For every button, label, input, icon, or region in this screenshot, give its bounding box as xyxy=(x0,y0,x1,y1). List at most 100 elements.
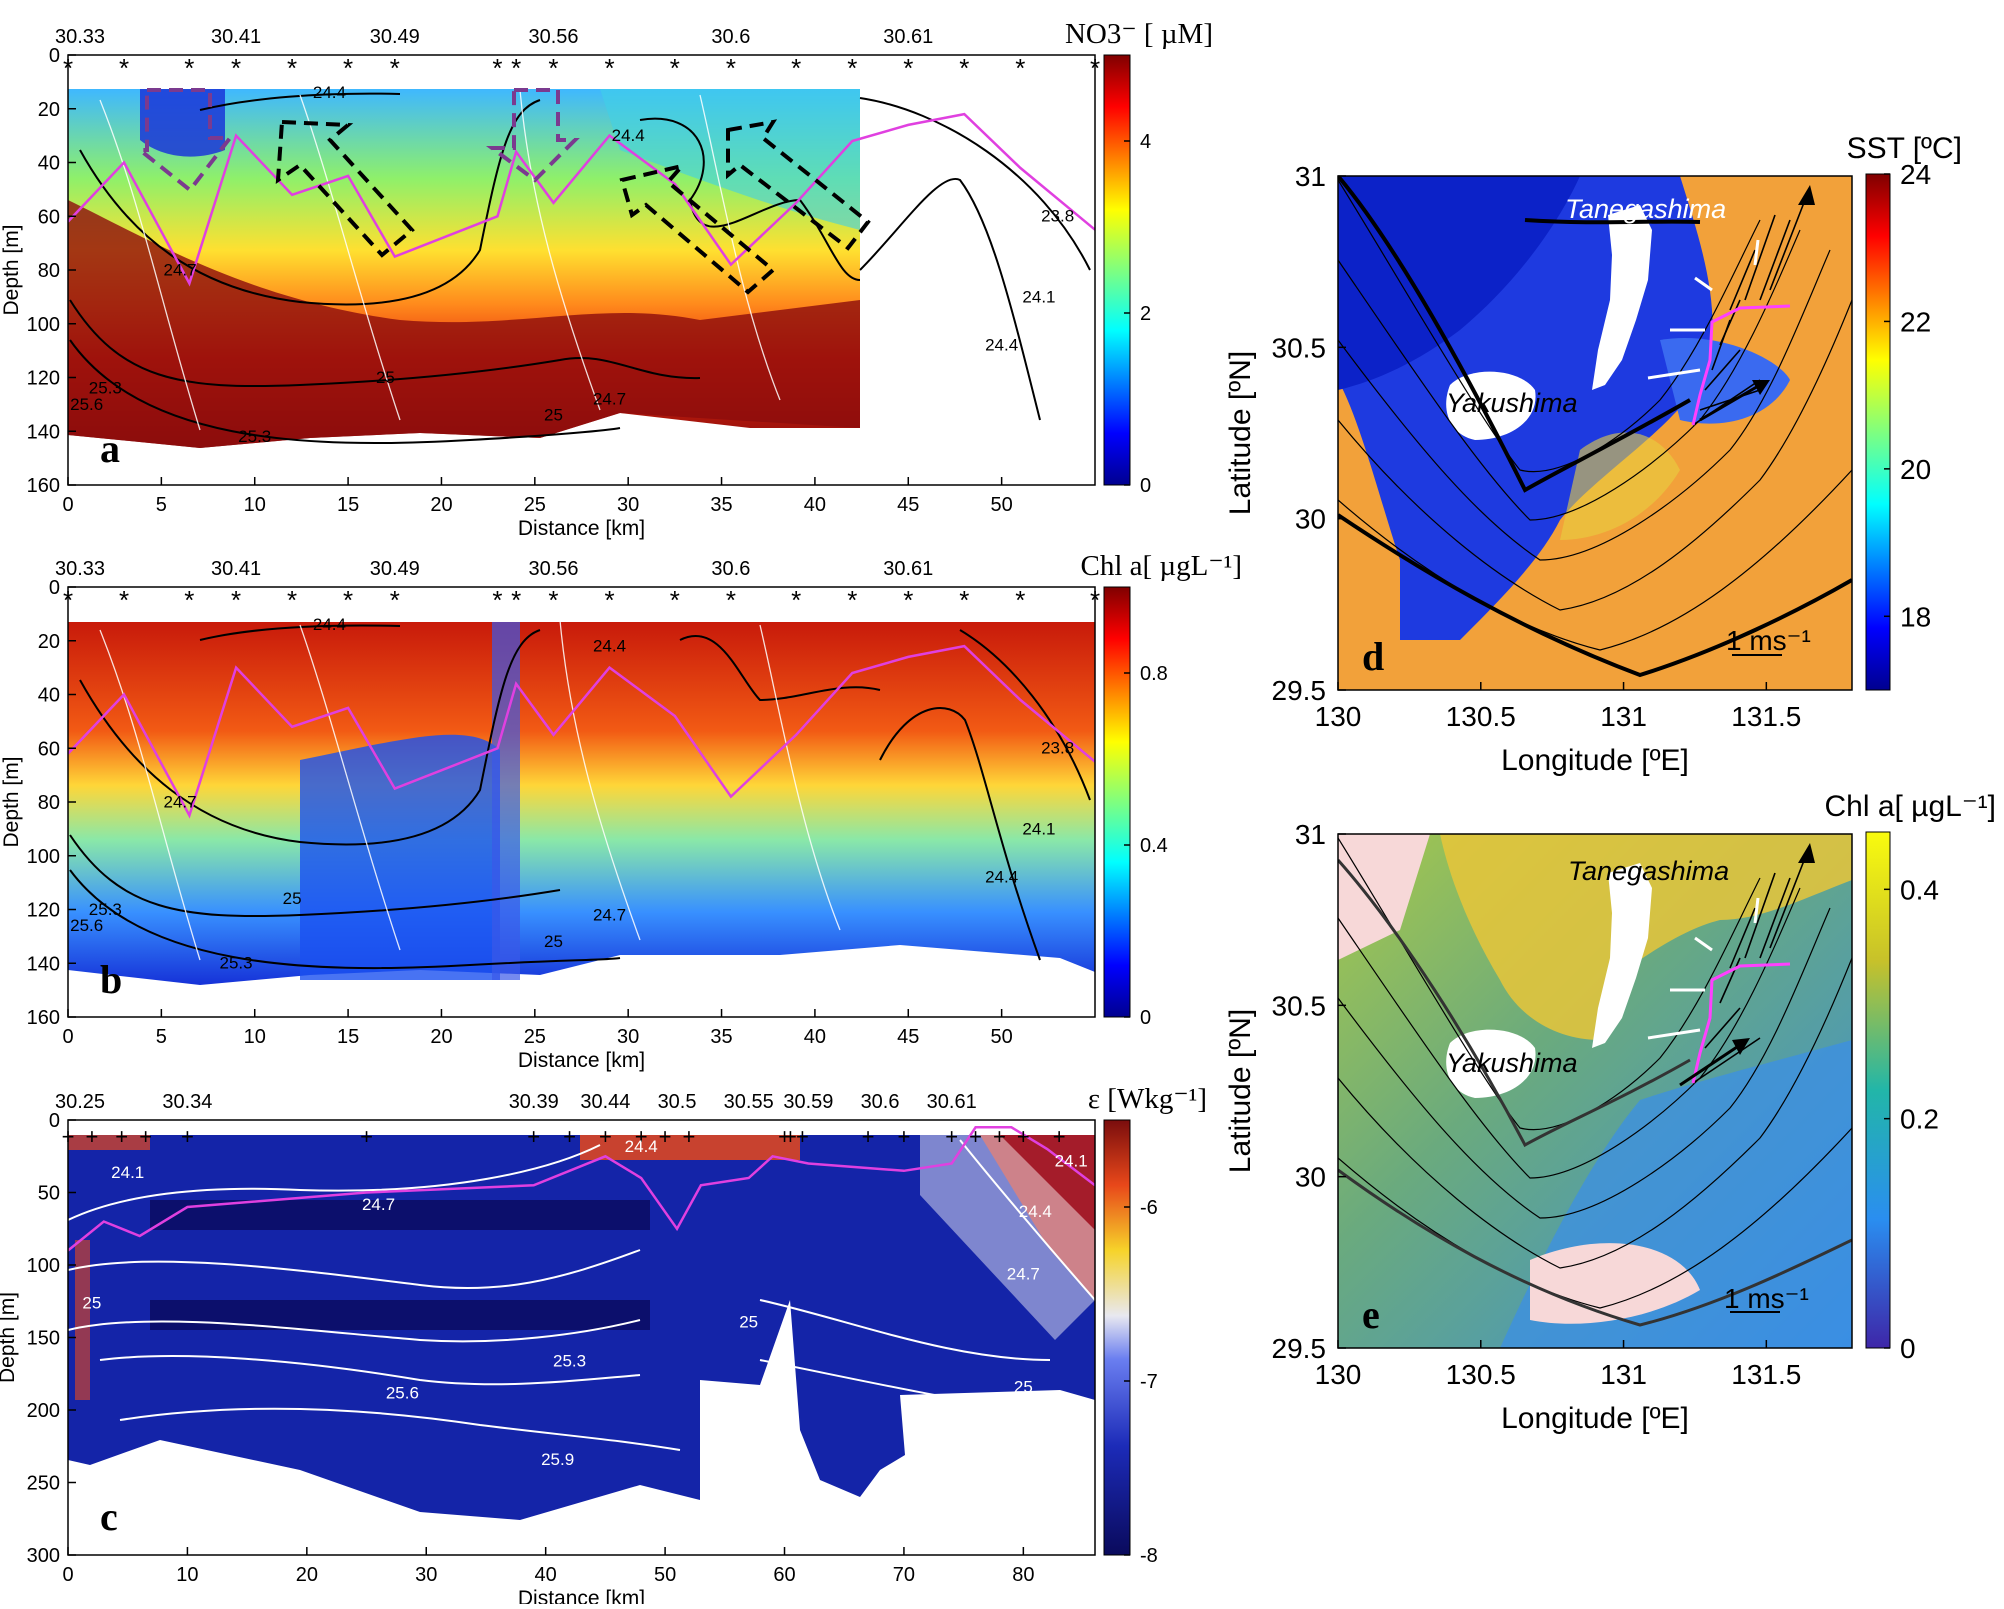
epsilon-dark-band xyxy=(150,1200,650,1230)
station-marker: * xyxy=(604,53,614,83)
station-marker: * xyxy=(548,53,558,83)
x-tick-label: 30 xyxy=(617,494,639,516)
station-marker: + xyxy=(945,1124,958,1149)
island-tanegashima xyxy=(1592,863,1652,1048)
cloud-mask xyxy=(1530,1243,1700,1324)
epsilon-dark-band xyxy=(150,1300,650,1330)
contour-label: 24.1 xyxy=(1055,1151,1088,1170)
station-marker: * xyxy=(670,53,680,83)
epsilon-hotspot xyxy=(980,1135,1095,1300)
y-tick-label: 140 xyxy=(27,953,60,975)
y-tick-label: 100 xyxy=(27,846,60,868)
panel-a-nitrate-section: 0 5 10 15 20 25 30 35 40 45 5002040608010012014016… xyxy=(0,18,1213,540)
colorbar-a xyxy=(1103,54,1131,486)
station-marker: * xyxy=(184,585,194,615)
station-marker: + xyxy=(993,1124,1006,1149)
y-tick-label: 0 xyxy=(49,1110,60,1132)
contour-label: 24.7 xyxy=(593,389,626,408)
colorbar-tick-label: 24 xyxy=(1900,159,1931,190)
contour-label: 25 xyxy=(544,406,563,425)
epsilon-hotspot xyxy=(75,1240,90,1400)
panel-a-letter: a xyxy=(100,426,120,471)
y-tick-label: 60 xyxy=(38,206,60,228)
latitude-label-top: 30.59 xyxy=(783,1091,833,1113)
station-marker: + xyxy=(181,1124,194,1149)
isopycnal-contour xyxy=(759,1359,1001,1406)
x-tick-label: 40 xyxy=(804,1026,826,1048)
y-tick-label: 80 xyxy=(38,260,60,282)
contour-label: 24.7 xyxy=(593,905,626,924)
contour-label: 25.3 xyxy=(220,954,253,973)
x-tick-label: 50 xyxy=(991,1026,1013,1048)
map-frame xyxy=(1337,175,1853,691)
chl-low-patch xyxy=(300,734,500,980)
contour-label: 24.7 xyxy=(163,260,196,279)
station-marker: * xyxy=(726,585,736,615)
current-streamline xyxy=(1338,469,1852,651)
latitude-label-top: 30.61 xyxy=(883,558,933,580)
y-tick-label: 120 xyxy=(27,368,60,390)
x-tick-label: 0 xyxy=(62,494,73,516)
x-tick-label: 131.5 xyxy=(1731,1359,1801,1390)
x-tick-label: 20 xyxy=(430,1026,452,1048)
y-tick-label: 100 xyxy=(27,314,60,336)
station-marker: * xyxy=(511,585,521,615)
mld-path xyxy=(68,112,1095,287)
colorbar-tick-label: 0 xyxy=(1140,475,1151,497)
contour-label: 24.1 xyxy=(1022,287,1055,306)
y-tick-label: 150 xyxy=(27,1328,60,1350)
station-marker: + xyxy=(659,1124,672,1149)
panel-b-chlorophyll-section: 0 5 10 15 20 25 30 35 40 45 50 0 20 40 60 80 100 120 140 16… xyxy=(0,550,1242,1072)
y-tick-label: 80 xyxy=(38,792,60,814)
x-tick-label: 70 xyxy=(893,1564,915,1586)
x-axis-label: Longitude [ºE] xyxy=(1501,744,1689,777)
station-marker: * xyxy=(726,53,736,83)
x-tick-label: 0 xyxy=(62,1026,73,1048)
station-marker: + xyxy=(139,1124,152,1149)
velocity-arrow xyxy=(1679,1043,1741,1087)
isopycnal-contour xyxy=(199,92,401,111)
velocity-vector-white xyxy=(1647,1028,1701,1040)
y-tick-label: 20 xyxy=(38,99,60,121)
x-tick-label: 40 xyxy=(535,1564,557,1586)
latitude-label-top: 30.55 xyxy=(724,1091,774,1113)
velocity-vector xyxy=(1719,299,1741,346)
colorbar-tick-label: -8 xyxy=(1140,1545,1158,1567)
station-marker: * xyxy=(287,585,297,615)
y-tick-label: 40 xyxy=(38,685,60,707)
contour-label: 23.8 xyxy=(1041,207,1074,226)
white-arrows xyxy=(1647,897,1760,1040)
latitude-label-top: 30.6 xyxy=(861,1091,900,1113)
y-tick-label: 30 xyxy=(1295,1162,1326,1193)
x-tick-label: 130.5 xyxy=(1446,701,1516,732)
colorbar-tick-label: 22 xyxy=(1900,306,1931,337)
station-marker: + xyxy=(862,1124,875,1149)
x-tick-label: 50 xyxy=(991,494,1013,516)
contour-label: 24.4 xyxy=(313,615,346,634)
thin-contour xyxy=(99,99,201,431)
y-axis-label: Depth [m] xyxy=(0,224,23,315)
x-tick-label: 130 xyxy=(1315,1359,1362,1390)
latitude-label-top: 30.33 xyxy=(55,558,105,580)
isopycnal-contour xyxy=(199,624,401,641)
island-yakushima xyxy=(1446,371,1536,440)
ship-track xyxy=(1691,962,1791,1084)
white-arrows xyxy=(1647,239,1760,380)
velocity-vector-white xyxy=(1753,897,1760,924)
current-axis-thick xyxy=(1338,859,1691,1148)
mixed-layer-depth-line xyxy=(68,112,1095,287)
panel-b-letter: b xyxy=(100,957,122,1002)
isopycnal-contour xyxy=(69,339,621,445)
station-marker: + xyxy=(683,1124,696,1149)
colorbar-tick-label: 2 xyxy=(1140,303,1151,325)
latitude-label-top: 30.44 xyxy=(580,1091,630,1113)
y-tick-label: 100 xyxy=(27,1255,60,1277)
velocity-vectors xyxy=(1692,857,1806,1084)
velocity-vector xyxy=(1744,872,1776,959)
x-tick-label: 10 xyxy=(244,1026,266,1048)
y-axis-label: Depth [m] xyxy=(0,1292,19,1383)
contour-label: 25 xyxy=(376,368,395,387)
station-marker: + xyxy=(1017,1124,1030,1149)
thin-contour xyxy=(759,624,841,931)
chl-front-band xyxy=(492,622,520,980)
